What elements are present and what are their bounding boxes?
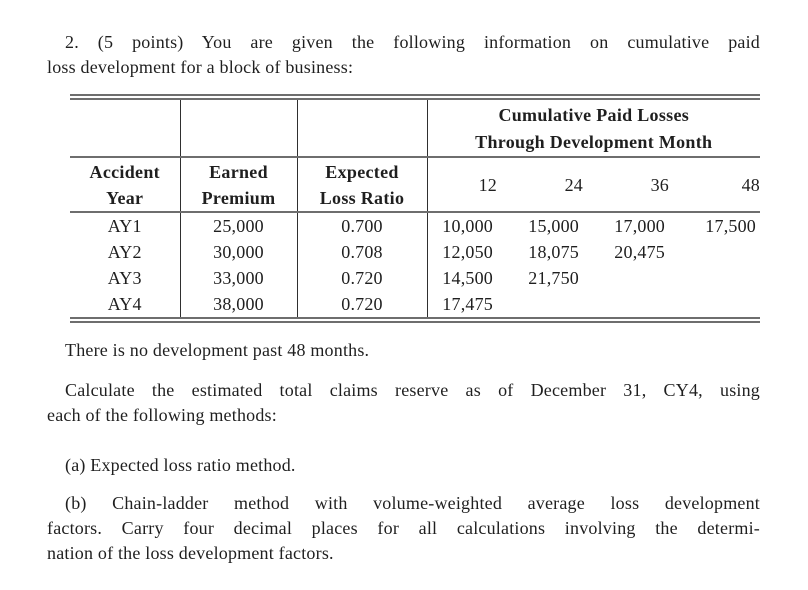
- header-month-48: 48: [669, 157, 760, 213]
- cumulative-paid-losses-header: Cumulative Paid Losses Through Developme…: [427, 97, 760, 158]
- cell-loss-12: 17,475: [442, 294, 493, 314]
- span-header-line: Through Development Month: [475, 132, 713, 152]
- table-row-ay1: AY1 25,000 0.700 10,000 15,000 17,000 17…: [70, 212, 760, 239]
- cell-accident-year: AY2: [70, 239, 181, 265]
- empty-cell: [180, 97, 298, 158]
- header-line: Accident: [89, 161, 160, 182]
- cell-loss-36: [583, 265, 669, 291]
- text-line: (b) Chain-ladder method with volume-weig…: [65, 493, 760, 513]
- cell-expected-loss-ratio: 0.720: [297, 265, 428, 291]
- text-line: loss development for a block of business…: [47, 57, 354, 77]
- cell-earned-premium: 38,000: [180, 291, 298, 320]
- cell-loss-24: 15,000: [528, 216, 579, 236]
- header-month-12: 12: [427, 157, 497, 213]
- span-header-line: Cumulative Paid Losses: [498, 105, 690, 125]
- cell-loss-48: 17,500: [705, 216, 756, 236]
- problem-intro-paragraph: 2. (5 points) You are given the followin…: [47, 30, 760, 80]
- table-row-ay2: AY2 30,000 0.708 12,050 18,075 20,475: [70, 239, 760, 265]
- text-line: There is no development past 48 months.: [65, 340, 370, 360]
- cell-loss-24: 21,750: [528, 268, 579, 288]
- part-b-paragraph: (b) Chain-ladder method with volume-weig…: [47, 491, 760, 566]
- text-line: each of the following methods:: [47, 405, 277, 425]
- cell-loss-48: [669, 291, 760, 320]
- header-line: Earned: [209, 161, 268, 182]
- header-expected-loss-ratio: Expected Loss Ratio: [297, 157, 428, 213]
- cell-loss-48: [669, 265, 760, 291]
- cell-expected-loss-ratio: 0.720: [297, 291, 428, 320]
- cell-expected-loss-ratio: 0.708: [297, 239, 428, 265]
- text-line: Calculate the estimated total claims res…: [65, 380, 760, 400]
- cell-loss-24: [497, 291, 583, 320]
- table-column-header-row: Accident Year Earned Premium Expected Lo…: [70, 157, 760, 213]
- text-line: 2. (5 points) You are given the followin…: [65, 32, 760, 52]
- table-row-ay4: AY4 38,000 0.720 17,475: [70, 291, 760, 320]
- header-line: Premium: [201, 187, 276, 208]
- cell-loss-12: 14,500: [442, 268, 493, 288]
- header-month-36: 36: [583, 157, 669, 213]
- cell-accident-year: AY1: [70, 212, 181, 239]
- cell-earned-premium: 30,000: [180, 239, 298, 265]
- cell-loss-36: [583, 291, 669, 320]
- cell-earned-premium: 33,000: [180, 265, 298, 291]
- cell-loss-36: 17,000: [614, 216, 665, 236]
- exam-problem-page: 2. (5 points) You are given the followin…: [47, 30, 760, 566]
- loss-development-table: Cumulative Paid Losses Through Developme…: [70, 94, 760, 323]
- cell-earned-premium: 25,000: [180, 212, 298, 239]
- empty-cell: [70, 97, 181, 158]
- no-development-note: There is no development past 48 months.: [47, 338, 760, 363]
- header-line: Loss Ratio: [319, 187, 405, 208]
- header-accident-year: Accident Year: [70, 157, 181, 213]
- empty-cell: [297, 97, 428, 158]
- cell-loss-36: 20,475: [614, 242, 665, 262]
- part-a-paragraph: (a) Expected loss ratio method.: [47, 453, 760, 478]
- cell-accident-year: AY3: [70, 265, 181, 291]
- text-line: factors. Carry four decimal places for a…: [47, 518, 760, 538]
- header-earned-premium: Earned Premium: [180, 157, 298, 213]
- header-line: Year: [106, 187, 144, 208]
- text-line: nation of the loss development factors.: [47, 543, 334, 563]
- task-paragraph: Calculate the estimated total claims res…: [47, 378, 760, 428]
- header-month-24: 24: [497, 157, 583, 213]
- cell-accident-year: AY4: [70, 291, 181, 320]
- table-row-ay3: AY3 33,000 0.720 14,500 21,750: [70, 265, 760, 291]
- cell-expected-loss-ratio: 0.700: [297, 212, 428, 239]
- cell-loss-24: 18,075: [528, 242, 579, 262]
- cell-loss-12: 12,050: [442, 242, 493, 262]
- cell-loss-12: 10,000: [442, 216, 493, 236]
- text-line: (a) Expected loss ratio method.: [65, 455, 296, 475]
- table-span-header-row: Cumulative Paid Losses Through Developme…: [70, 97, 760, 158]
- header-line: Expected: [325, 161, 399, 182]
- loss-development-table-wrap: Cumulative Paid Losses Through Developme…: [70, 94, 760, 323]
- cell-loss-48: [669, 239, 760, 265]
